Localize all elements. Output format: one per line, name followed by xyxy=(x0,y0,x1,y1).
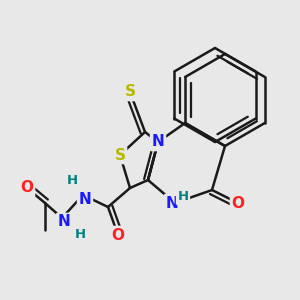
Text: H: H xyxy=(177,190,189,203)
Text: H: H xyxy=(74,229,86,242)
Text: H: H xyxy=(66,173,78,187)
Text: O: O xyxy=(232,196,244,211)
Text: O: O xyxy=(112,227,124,242)
Text: O: O xyxy=(20,181,34,196)
Text: S: S xyxy=(115,148,125,163)
Text: N: N xyxy=(58,214,70,230)
Text: N: N xyxy=(152,134,164,149)
Text: N: N xyxy=(166,196,178,211)
Text: S: S xyxy=(124,85,136,100)
Text: N: N xyxy=(79,191,92,206)
